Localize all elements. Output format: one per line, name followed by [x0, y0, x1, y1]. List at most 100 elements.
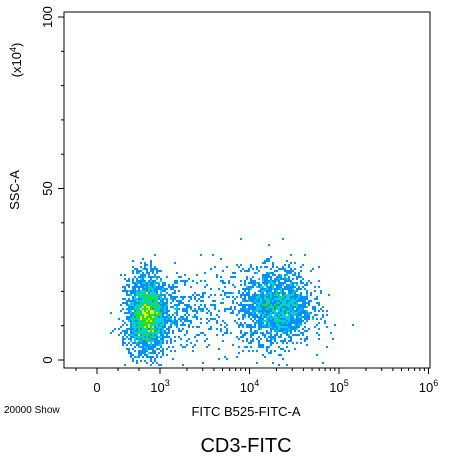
event-dot [182, 280, 184, 282]
event-dot [146, 298, 148, 300]
event-dot [174, 280, 176, 282]
event-dot [288, 290, 290, 292]
event-dot [168, 310, 170, 312]
event-dot [124, 338, 126, 340]
event-dot [134, 312, 136, 314]
event-dot [154, 350, 156, 352]
event-dot [266, 266, 268, 268]
event-dot [146, 272, 148, 274]
event-dot [126, 300, 128, 302]
event-dot [318, 280, 320, 282]
event-dot [166, 320, 168, 322]
event-dot [168, 286, 170, 288]
event-dot [128, 286, 130, 288]
event-dot [306, 330, 308, 332]
event-dot [176, 280, 178, 282]
y-tick-label: 50 [40, 181, 55, 195]
event-dot [282, 294, 284, 296]
event-dot [132, 292, 134, 294]
event-dot [128, 318, 130, 320]
event-dot [162, 306, 164, 308]
event-dot [244, 310, 246, 312]
event-dot [124, 364, 126, 366]
event-dot [290, 338, 292, 340]
event-dot [204, 334, 206, 336]
event-dot [266, 320, 268, 322]
event-dot [174, 296, 176, 298]
event-dot [174, 292, 176, 294]
event-dot [292, 328, 294, 330]
event-dot [194, 304, 196, 306]
event-dot [260, 312, 262, 314]
event-dot [152, 316, 154, 318]
event-dot [272, 328, 274, 330]
event-dot [206, 312, 208, 314]
event-dot [268, 288, 270, 290]
event-dot [276, 308, 278, 310]
event-dot [210, 326, 212, 328]
event-dot [280, 302, 282, 304]
event-dot [162, 342, 164, 344]
event-dot [284, 280, 286, 282]
event-dot [252, 350, 254, 352]
event-dot [178, 290, 180, 292]
event-dot [268, 294, 270, 296]
event-dot [294, 326, 296, 328]
event-dot [146, 312, 148, 314]
event-dot [276, 314, 278, 316]
event-dot [232, 292, 234, 294]
event-dot [296, 308, 298, 310]
event-dot [328, 294, 330, 296]
event-dot [314, 306, 316, 308]
event-dot [300, 304, 302, 306]
event-dot [258, 284, 260, 286]
event-dot [132, 286, 134, 288]
event-dot [176, 312, 178, 314]
event-dot [238, 266, 240, 268]
event-dot [142, 330, 144, 332]
event-dot [294, 304, 296, 306]
event-dot [152, 330, 154, 332]
event-dot [130, 300, 132, 302]
event-dot [252, 294, 254, 296]
event-dot [162, 320, 164, 322]
event-dot [278, 286, 280, 288]
event-dot [170, 350, 172, 352]
event-dot [260, 286, 262, 288]
event-dot [294, 292, 296, 294]
event-dot [236, 264, 238, 266]
event-dot [150, 344, 152, 346]
event-dot [274, 330, 276, 332]
event-dot [144, 318, 146, 320]
event-dot [142, 298, 144, 300]
event-dot [268, 302, 270, 304]
event-dot [160, 332, 162, 334]
event-dot [158, 270, 160, 272]
event-dot [212, 300, 214, 302]
event-dot [272, 288, 274, 290]
event-dot [150, 288, 152, 290]
event-dot [138, 324, 140, 326]
event-dot [130, 344, 132, 346]
event-dot [176, 324, 178, 326]
event-dot [132, 290, 134, 292]
event-dot [128, 284, 130, 286]
event-dot [140, 320, 142, 322]
event-dot [152, 346, 154, 348]
event-dot [264, 300, 266, 302]
event-dot [186, 280, 188, 282]
event-dot [290, 290, 292, 292]
event-dot [246, 324, 248, 326]
event-dot [136, 268, 138, 270]
event-dot [134, 308, 136, 310]
event-dot [148, 310, 150, 312]
event-dot [254, 332, 256, 334]
event-dot [130, 326, 132, 328]
event-dot [322, 310, 324, 312]
event-dot [214, 306, 216, 308]
event-dot [260, 328, 262, 330]
event-dot [208, 296, 210, 298]
event-dot [278, 324, 280, 326]
event-dot [290, 310, 292, 312]
